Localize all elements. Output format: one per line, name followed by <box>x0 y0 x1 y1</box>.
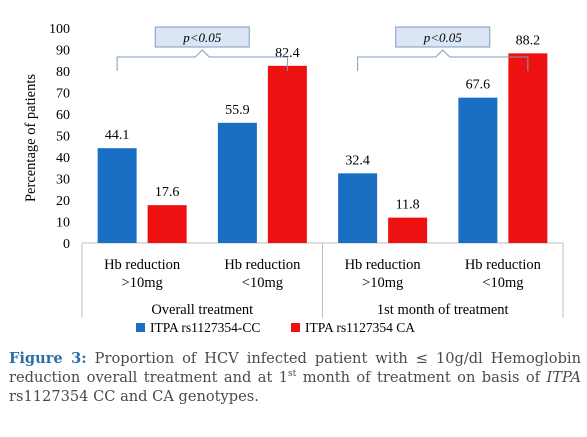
y-tick-label: 0 <box>63 237 70 252</box>
significance-label: p<0.05 <box>423 30 463 45</box>
legend-label: ITPA rs1127354-CC <box>150 320 260 335</box>
legend-swatch <box>136 323 145 332</box>
data-label: 44.1 <box>105 128 130 143</box>
bar <box>217 122 257 243</box>
caption-superscript: st <box>288 369 297 380</box>
caption-text-1: Proportion of HCV infected patient with … <box>9 350 581 386</box>
y-tick-label: 60 <box>56 108 70 123</box>
bar <box>388 217 428 243</box>
data-label: 55.9 <box>225 103 250 118</box>
bar <box>147 205 187 243</box>
y-tick-label: 10 <box>56 216 70 231</box>
bar <box>338 173 378 243</box>
bar <box>508 53 548 244</box>
category-label: <10mg <box>482 275 523 291</box>
group-label: 1st month of treatment <box>377 302 509 318</box>
data-label: 11.8 <box>396 198 420 213</box>
legend-swatch <box>291 323 300 332</box>
data-label: 32.4 <box>345 153 370 168</box>
plot-area: 0 10 20 30 40 50 60 70 80 90 100 44.1 17.6 Hb reducti… <box>49 22 564 335</box>
category-label: <10mg <box>242 275 283 291</box>
bar <box>458 97 498 243</box>
category-label: Hb reduction <box>104 257 181 273</box>
figure-caption: Figure 3: Proportion of HCV infected pat… <box>9 349 581 406</box>
bar <box>97 148 137 243</box>
bar-chart: Percentage of patients 0 10 20 30 40 50 60 70 80… <box>23 22 564 335</box>
y-tick-label: 70 <box>56 87 70 102</box>
y-tick-label: 30 <box>56 173 70 188</box>
y-axis-label: Percentage of patients <box>23 74 39 202</box>
category-label: Hb reduction <box>224 257 301 273</box>
significance-label: p<0.05 <box>182 30 222 45</box>
bar <box>267 65 307 243</box>
caption-text-2: month of treatment on basis of <box>296 369 547 386</box>
caption-gene-italic: ITPA <box>546 369 581 386</box>
caption-lead: Figure 3: <box>9 350 87 367</box>
data-label: 17.6 <box>155 185 180 200</box>
legend-label: ITPA rs1127354 CA <box>305 320 415 335</box>
category-label: Hb reduction <box>345 257 422 273</box>
significance-box <box>154 26 250 48</box>
group-label: Overall treatment <box>151 302 253 318</box>
y-tick-label: 90 <box>56 44 70 59</box>
data-label: 88.2 <box>516 33 541 48</box>
caption-text-3: rs1127354 CC and CA genotypes. <box>9 388 259 405</box>
data-label: 67.6 <box>466 78 491 93</box>
significance-box <box>395 26 491 48</box>
y-tick-label: 100 <box>49 22 70 37</box>
category-label: Hb reduction <box>465 257 542 273</box>
category-label: >10mg <box>362 275 403 291</box>
y-tick-label: 40 <box>56 151 70 166</box>
significance-bracket <box>357 49 529 71</box>
category-label: >10mg <box>122 275 163 291</box>
y-tick-label: 20 <box>56 194 70 209</box>
y-tick-label: 80 <box>56 65 70 80</box>
significance-bracket <box>116 49 288 71</box>
y-tick-label: 50 <box>56 130 70 145</box>
